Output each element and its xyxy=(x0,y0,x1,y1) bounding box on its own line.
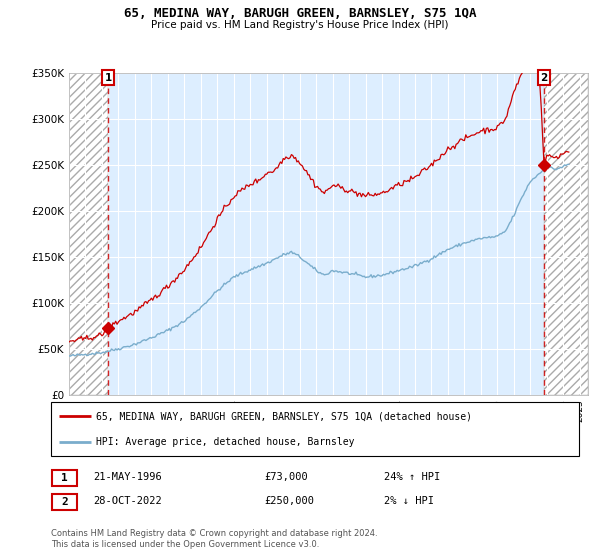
Text: HPI: Average price, detached house, Barnsley: HPI: Average price, detached house, Barn… xyxy=(96,437,355,446)
Text: 2% ↓ HPI: 2% ↓ HPI xyxy=(384,496,434,506)
Text: 2: 2 xyxy=(61,497,68,507)
Text: 65, MEDINA WAY, BARUGH GREEN, BARNSLEY, S75 1QA (detached house): 65, MEDINA WAY, BARUGH GREEN, BARNSLEY, … xyxy=(96,412,472,421)
Text: Price paid vs. HM Land Registry's House Price Index (HPI): Price paid vs. HM Land Registry's House … xyxy=(151,20,449,30)
Text: 1: 1 xyxy=(104,73,112,83)
Bar xyxy=(69,73,108,395)
Text: 21-MAY-1996: 21-MAY-1996 xyxy=(93,472,162,482)
Text: 65, MEDINA WAY, BARUGH GREEN, BARNSLEY, S75 1QA: 65, MEDINA WAY, BARUGH GREEN, BARNSLEY, … xyxy=(124,7,476,20)
Bar xyxy=(544,73,588,395)
Bar xyxy=(69,73,108,395)
Bar xyxy=(544,73,588,395)
Text: £250,000: £250,000 xyxy=(264,496,314,506)
Text: 24% ↑ HPI: 24% ↑ HPI xyxy=(384,472,440,482)
Text: 28-OCT-2022: 28-OCT-2022 xyxy=(93,496,162,506)
Text: 2: 2 xyxy=(541,73,548,83)
Text: 1: 1 xyxy=(61,473,68,483)
Text: Contains HM Land Registry data © Crown copyright and database right 2024.
This d: Contains HM Land Registry data © Crown c… xyxy=(51,529,377,549)
Text: £73,000: £73,000 xyxy=(264,472,308,482)
